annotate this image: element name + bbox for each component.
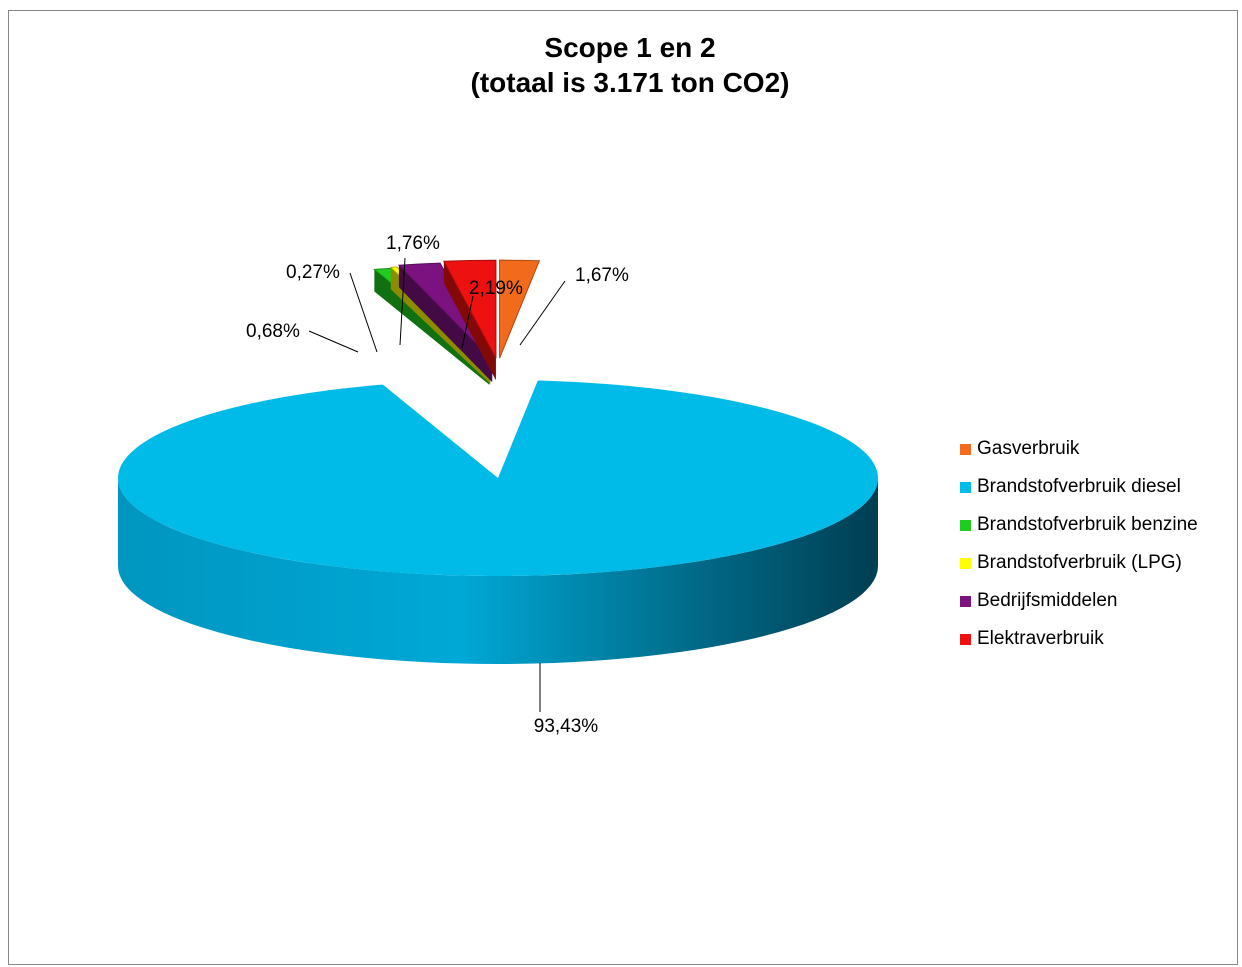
leader-line [519,280,566,346]
legend-swatch [960,519,971,531]
data-label-3: 0,27% [286,262,340,283]
leader-line [349,272,378,353]
legend-label: Brandstofverbruik diesel [977,476,1181,497]
pie-slice-side [443,261,496,381]
data-label-2: 0,68% [246,321,300,342]
chart-title-line2: (totaal is 3.171 ton CO2) [470,67,790,98]
leader-line [308,330,359,353]
legend-swatch [960,443,971,455]
legend-label: Gasverbruik [977,438,1080,459]
data-label-1: 93,43% [534,716,599,737]
legend-swatch [960,595,971,607]
legend-swatch [960,633,971,645]
legend-item: Elektraverbruik [960,620,1198,658]
pie-slice-side [398,265,493,383]
legend-label: Brandstofverbruik (LPG) [977,552,1182,573]
pie-slice-side [118,478,878,664]
legend-label: Bedrijfsmiddelen [977,590,1118,611]
legend: Gasverbruik Brandstofverbruik diesel Brand… [960,430,1198,658]
chart-title-line1: Scope 1 en 2 [544,32,716,63]
legend-item: Brandstofverbruik (LPG) [960,544,1198,582]
chart-title: Scope 1 en 2 (totaal is 3.171 ton CO2) [0,30,1242,100]
legend-label: Brandstofverbruik benzine [977,514,1198,535]
legend-swatch [960,557,971,569]
leader-line [461,295,474,349]
data-label-5: 2,19% [469,278,523,299]
pie-slice-1 [118,380,879,576]
pie-slice-4 [397,262,493,361]
leader-line [399,257,406,346]
legend-label: Elektraverbruik [977,628,1104,649]
legend-item: Brandstofverbruik diesel [960,468,1198,506]
legend-item: Bedrijfsmiddelen [960,582,1198,620]
legend-item: Brandstofverbruik benzine [960,506,1198,544]
legend-item: Gasverbruik [960,430,1198,468]
legend-swatch [960,481,971,493]
pie-slice-0 [499,259,541,359]
data-label-4: 1,76% [386,233,440,254]
data-label-0: 1,67% [575,265,629,286]
